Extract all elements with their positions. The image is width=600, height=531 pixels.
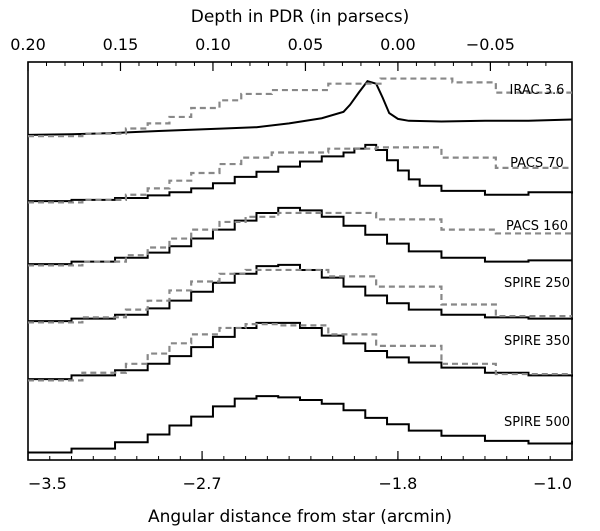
reference-profile-line	[28, 211, 574, 267]
series-labels: IRAC 3.6 PACS 70 PACS 160 SPIRE 250 SPIRE 35…	[504, 83, 570, 430]
top-tick-label: 0.00	[380, 35, 416, 54]
series-label: SPIRE 500	[504, 415, 570, 430]
top-tick-label: −0.05	[466, 35, 515, 54]
reference-profile-line	[28, 323, 572, 382]
reference-profile-line	[28, 146, 572, 204]
top-tick-label: 0.10	[195, 35, 231, 54]
series-label: IRAC 3.6	[510, 83, 565, 98]
bottom-axis-ticks: −3.5 −2.7 −1.8 −1.0	[27, 451, 573, 493]
x-tick-label: −2.7	[183, 474, 222, 493]
top-tick-label: 0.15	[103, 35, 139, 54]
top-axis-ticks: 0.20 0.15 0.10 0.05 0.00 −0.05	[10, 35, 547, 71]
reference-profile-line	[28, 268, 572, 324]
profile-line	[28, 395, 573, 454]
series-label: PACS 70	[510, 156, 564, 171]
series-group	[27, 77, 574, 454]
top-tick-label: 0.05	[288, 35, 324, 54]
profile-line	[27, 79, 573, 136]
profile-line	[28, 321, 573, 381]
top-axis-label: Depth in PDR (in parsecs)	[191, 7, 410, 27]
x-tick-label: −3.5	[28, 474, 67, 493]
x-tick-label: −1.8	[378, 474, 417, 493]
reference-profile-line	[28, 77, 572, 138]
top-tick-label: 0.20	[10, 35, 46, 54]
series-label: SPIRE 250	[504, 276, 570, 291]
x-axis-label: Angular distance from star (arcmin)	[148, 507, 452, 527]
profile-line	[28, 263, 573, 323]
profile-line	[28, 206, 572, 266]
profile-line	[28, 143, 573, 203]
x-tick-label: −1.0	[533, 474, 572, 493]
series-label: PACS 160	[506, 219, 568, 234]
series-label: SPIRE 350	[504, 334, 570, 349]
